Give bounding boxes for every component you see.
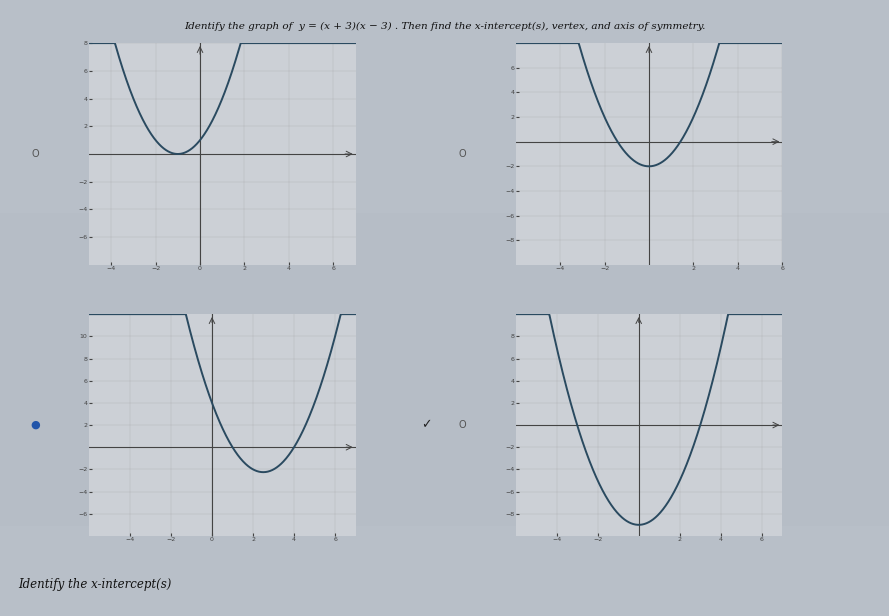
Text: ✓: ✓ bbox=[421, 418, 432, 432]
Text: Identify the x-intercept(s): Identify the x-intercept(s) bbox=[18, 578, 172, 591]
Bar bbox=[0, 511, 889, 527]
Bar bbox=[0, 370, 889, 385]
Text: ●: ● bbox=[31, 420, 40, 430]
Text: O: O bbox=[32, 149, 39, 159]
Bar bbox=[0, 229, 889, 244]
Bar bbox=[0, 385, 889, 401]
Bar bbox=[0, 338, 889, 354]
Bar bbox=[0, 416, 889, 432]
Bar bbox=[0, 307, 889, 323]
Text: O: O bbox=[459, 149, 466, 159]
Bar bbox=[0, 401, 889, 416]
Bar bbox=[0, 432, 889, 448]
Bar bbox=[0, 275, 889, 291]
Bar bbox=[0, 448, 889, 464]
Bar bbox=[0, 260, 889, 275]
Bar bbox=[0, 464, 889, 479]
Text: Identify the graph of  y = (x + 3)(x − 3) . Then find the x-intercept(s), vertex: Identify the graph of y = (x + 3)(x − 3)… bbox=[184, 22, 705, 31]
Bar bbox=[0, 291, 889, 307]
Bar bbox=[0, 323, 889, 338]
Bar bbox=[0, 495, 889, 511]
Bar bbox=[0, 244, 889, 260]
Bar bbox=[0, 479, 889, 495]
Text: O: O bbox=[459, 420, 466, 430]
Bar bbox=[0, 354, 889, 370]
Bar bbox=[0, 213, 889, 229]
